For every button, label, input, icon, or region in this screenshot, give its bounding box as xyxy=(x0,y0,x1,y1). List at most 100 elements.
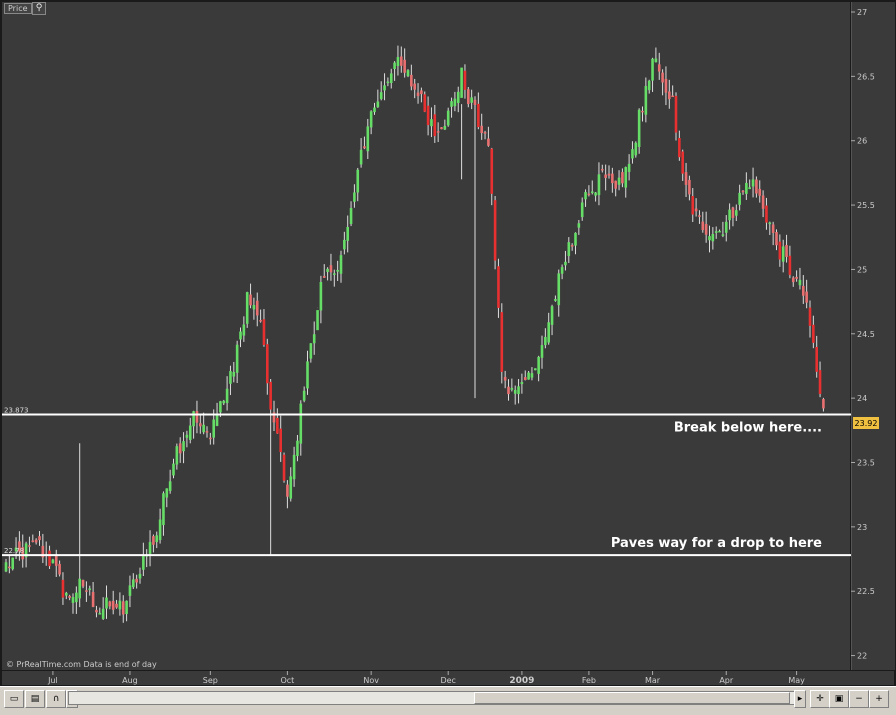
candle-body xyxy=(701,221,705,231)
price-tab[interactable]: Price xyxy=(4,3,32,14)
zoom-out-icon[interactable]: − xyxy=(849,690,869,708)
candle-body xyxy=(302,390,306,401)
candle-body xyxy=(85,590,88,592)
x-ticks-group: Jul Aug Sep Oct Nov Dec 2009 Feb Mar Apr May xyxy=(47,671,805,686)
candle-body xyxy=(333,273,336,275)
y-tick-label: 24.5 xyxy=(857,330,875,339)
candle-body xyxy=(688,179,691,195)
candle-body xyxy=(71,597,75,603)
candle-body xyxy=(470,97,473,103)
candle-body xyxy=(266,344,269,384)
candle-body xyxy=(483,132,487,134)
candle-body xyxy=(28,545,31,547)
candle-body xyxy=(383,85,386,91)
candle-body xyxy=(61,579,65,598)
candle-body xyxy=(517,386,520,395)
candle-body xyxy=(430,119,433,127)
level-value-label: 22.78 xyxy=(4,547,24,555)
candle-body xyxy=(453,98,457,107)
candle-body xyxy=(647,80,651,91)
candle-body xyxy=(741,190,745,193)
candle-body xyxy=(162,493,165,526)
candle-body xyxy=(657,64,661,72)
candle-body xyxy=(426,105,430,126)
magnet-icon[interactable]: ∩ xyxy=(46,690,66,708)
candle-body xyxy=(403,59,406,73)
candle-body xyxy=(58,563,61,575)
candle-body xyxy=(4,562,8,572)
candle-body xyxy=(239,331,242,340)
candle-body xyxy=(456,91,460,103)
candle-body xyxy=(761,195,765,209)
date-scrollbar[interactable] xyxy=(68,691,804,705)
print-icon[interactable]: ▤ xyxy=(25,690,45,708)
candle-body xyxy=(319,282,323,311)
candle-body xyxy=(292,454,296,480)
candle-body xyxy=(128,585,132,596)
candle-body xyxy=(671,95,674,98)
candle-body xyxy=(738,192,741,205)
candle-body xyxy=(232,372,236,377)
candle-body xyxy=(158,519,162,541)
candle-body xyxy=(440,127,443,130)
candle-body xyxy=(748,187,751,190)
candle-body xyxy=(477,103,480,128)
y-tick-label: 24 xyxy=(857,394,867,403)
candle-body xyxy=(604,174,607,179)
candle-body xyxy=(336,269,339,272)
candle-body xyxy=(540,345,544,358)
candle-body xyxy=(601,168,604,171)
candle-body xyxy=(587,193,591,196)
candle-body xyxy=(282,454,286,481)
x-tick-label: Oct xyxy=(280,676,294,685)
y-tick-label: 27 xyxy=(857,8,867,17)
candle-body xyxy=(775,232,778,246)
scroll-right-icon[interactable]: ▸ xyxy=(794,690,806,708)
levels-group: 23.873 Break below here.... 22.78 Paves way… xyxy=(2,406,851,557)
y-tick-label: 22 xyxy=(857,652,867,661)
candle-body xyxy=(691,196,695,215)
candle-body xyxy=(574,232,577,246)
candle-body xyxy=(577,223,581,228)
candle-body xyxy=(443,125,447,130)
candle-body xyxy=(436,131,440,133)
candle-body xyxy=(410,74,413,87)
candle-body xyxy=(24,543,28,558)
candle-body xyxy=(182,441,185,452)
candle-body xyxy=(349,207,353,224)
candle-body xyxy=(473,99,477,106)
scrollbar-thumb[interactable] xyxy=(474,692,790,704)
y-tick-label: 22.5 xyxy=(857,587,875,596)
select-icon[interactable]: ▣ xyxy=(829,690,849,708)
candle-body xyxy=(493,200,497,261)
y-tick-label: 23.5 xyxy=(857,458,875,467)
x-tick-label: 2009 xyxy=(509,676,534,686)
candle-body xyxy=(554,299,557,301)
zoom-in-icon[interactable]: + xyxy=(869,690,889,708)
candle-body xyxy=(812,324,815,343)
candle-body xyxy=(34,539,38,543)
candle-body xyxy=(570,245,574,247)
candle-body xyxy=(463,70,467,90)
candle-body xyxy=(195,411,199,423)
candle-body xyxy=(225,388,229,404)
candle-body xyxy=(326,268,329,272)
candle-body xyxy=(631,149,634,159)
candle-body xyxy=(694,208,698,212)
level-annotation: Paves way for a drop to here xyxy=(611,536,822,551)
candle-body xyxy=(795,276,798,279)
x-tick-label: Jul xyxy=(47,676,58,685)
candle-body xyxy=(460,67,463,98)
candle-body xyxy=(634,142,638,156)
candle-body xyxy=(802,285,805,296)
candle-body xyxy=(681,151,684,174)
candle-body xyxy=(731,207,735,218)
crosshair-icon[interactable]: ✛ xyxy=(810,690,830,708)
candle-body xyxy=(373,107,376,113)
pin-icon[interactable]: ⚲ xyxy=(32,2,46,15)
x-tick-label: May xyxy=(788,676,805,685)
candle-body xyxy=(366,126,370,152)
candle-body xyxy=(215,413,219,426)
chart-type-icon[interactable]: ▭ xyxy=(4,690,24,708)
candle-body xyxy=(567,242,571,256)
